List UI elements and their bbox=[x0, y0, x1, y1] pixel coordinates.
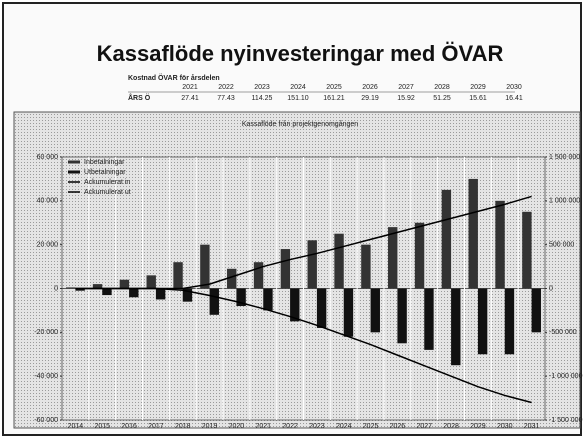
table-row-label: ÅRS Ö bbox=[128, 93, 151, 102]
cumulative-line bbox=[75, 287, 532, 404]
table-value: 161.21 bbox=[323, 95, 345, 102]
bar bbox=[388, 227, 398, 289]
bar bbox=[495, 200, 505, 289]
y-tick-label: -60 000 bbox=[34, 417, 58, 424]
y-tick-label: 40 000 bbox=[37, 198, 59, 205]
bar bbox=[414, 222, 425, 289]
table-year: 2030 bbox=[506, 84, 522, 91]
table-year: 2029 bbox=[470, 84, 486, 91]
x-tick-label: 2026 bbox=[390, 423, 406, 430]
x-tick-label: 2015 bbox=[94, 423, 110, 430]
bar bbox=[92, 284, 103, 289]
slide-title: Kassaflöde nyinvesteringar med ÖVAR bbox=[97, 41, 504, 66]
table-year: 2022 bbox=[218, 84, 234, 91]
table-value: 27.41 bbox=[181, 95, 199, 102]
table-year: 2024 bbox=[290, 84, 306, 91]
x-tick-label: 2031 bbox=[524, 423, 540, 430]
bar bbox=[236, 288, 246, 307]
bar bbox=[504, 288, 515, 355]
y-tick-label: 20 000 bbox=[37, 242, 59, 249]
legend-label: Inbetalningar bbox=[84, 159, 125, 166]
y2-tick-label: 500 000 bbox=[549, 242, 574, 249]
bar bbox=[209, 288, 219, 315]
bar bbox=[397, 288, 407, 344]
x-tick-label: 2021 bbox=[255, 423, 271, 430]
bar bbox=[263, 288, 273, 311]
table-value: 15.92 bbox=[397, 95, 415, 102]
legend-label: Ackumulerat in bbox=[84, 179, 130, 186]
x-tick-label: 2030 bbox=[497, 423, 513, 430]
y-tick-label: 0 bbox=[54, 285, 58, 292]
y-tick-label: 60 000 bbox=[37, 154, 59, 161]
bar bbox=[370, 288, 380, 333]
bar bbox=[75, 288, 85, 291]
bar bbox=[119, 279, 130, 289]
chart-frame bbox=[13, 111, 581, 429]
y2-tick-label: -1 500 000 bbox=[549, 417, 583, 424]
table-year: 2026 bbox=[362, 84, 378, 91]
x-tick-label: 2028 bbox=[443, 423, 459, 430]
bar bbox=[361, 244, 371, 289]
table-value: 15.61 bbox=[469, 95, 487, 102]
y-tick-label: -40 000 bbox=[34, 373, 58, 380]
x-tick-label: 2020 bbox=[229, 423, 245, 430]
bar bbox=[102, 288, 112, 296]
y2-tick-label: -1 000 000 bbox=[549, 373, 583, 380]
bar bbox=[200, 244, 210, 289]
table-year: 2028 bbox=[434, 84, 450, 91]
y2-tick-label: 0 bbox=[549, 285, 553, 292]
x-tick-label: 2027 bbox=[416, 423, 432, 430]
table-value: 114.25 bbox=[252, 95, 273, 102]
bar bbox=[253, 262, 264, 289]
table-value: 151.10 bbox=[287, 95, 309, 102]
bar bbox=[66, 287, 76, 289]
bar bbox=[522, 211, 532, 289]
x-tick-label: 2014 bbox=[68, 423, 84, 430]
y-tick-label: -20 000 bbox=[34, 329, 58, 336]
y2-tick-label: -500 000 bbox=[549, 329, 577, 336]
bar bbox=[343, 288, 354, 337]
table-value: 29.19 bbox=[361, 95, 379, 102]
x-tick-label: 2022 bbox=[282, 423, 298, 430]
legend-label: Ackumulerat ut bbox=[84, 189, 131, 196]
bar bbox=[280, 249, 291, 289]
bar bbox=[227, 268, 237, 289]
bar bbox=[477, 288, 488, 355]
x-tick-label: 2025 bbox=[363, 423, 379, 430]
bar bbox=[441, 189, 452, 289]
table-value: 16.41 bbox=[505, 95, 523, 102]
bar bbox=[451, 288, 461, 366]
table-year: 2021 bbox=[182, 84, 198, 91]
x-tick-label: 2017 bbox=[148, 423, 164, 430]
table-title: Kostnad ÖVAR för årsdelen bbox=[128, 73, 220, 82]
bar bbox=[307, 240, 317, 289]
x-tick-label: 2016 bbox=[121, 423, 137, 430]
bar bbox=[129, 288, 139, 298]
bar bbox=[290, 288, 300, 322]
bar bbox=[146, 275, 156, 289]
legend-label: Utbetalningar bbox=[84, 169, 126, 176]
x-tick-label: 2019 bbox=[202, 423, 218, 430]
table-year: 2027 bbox=[398, 84, 414, 91]
bar bbox=[468, 178, 478, 289]
bar bbox=[531, 288, 541, 333]
bar bbox=[182, 288, 193, 302]
bar bbox=[155, 288, 166, 300]
x-tick-label: 2018 bbox=[175, 423, 191, 430]
y2-tick-label: 1 000 000 bbox=[549, 198, 580, 205]
x-tick-label: 2024 bbox=[336, 423, 352, 430]
bar bbox=[316, 288, 327, 328]
x-tick-label: 2029 bbox=[470, 423, 486, 430]
bar bbox=[173, 262, 183, 289]
chart-title: Kassaflöde från projektgenomgången bbox=[242, 120, 358, 128]
y2-tick-label: 1 500 000 bbox=[549, 154, 580, 161]
x-tick-label: 2023 bbox=[309, 423, 325, 430]
bar bbox=[334, 233, 344, 289]
bar bbox=[424, 288, 434, 350]
table-value: 77.43 bbox=[217, 95, 235, 102]
table-year: 2023 bbox=[254, 84, 270, 91]
table-year: 2025 bbox=[326, 84, 342, 91]
table-value: 51.25 bbox=[433, 95, 451, 102]
